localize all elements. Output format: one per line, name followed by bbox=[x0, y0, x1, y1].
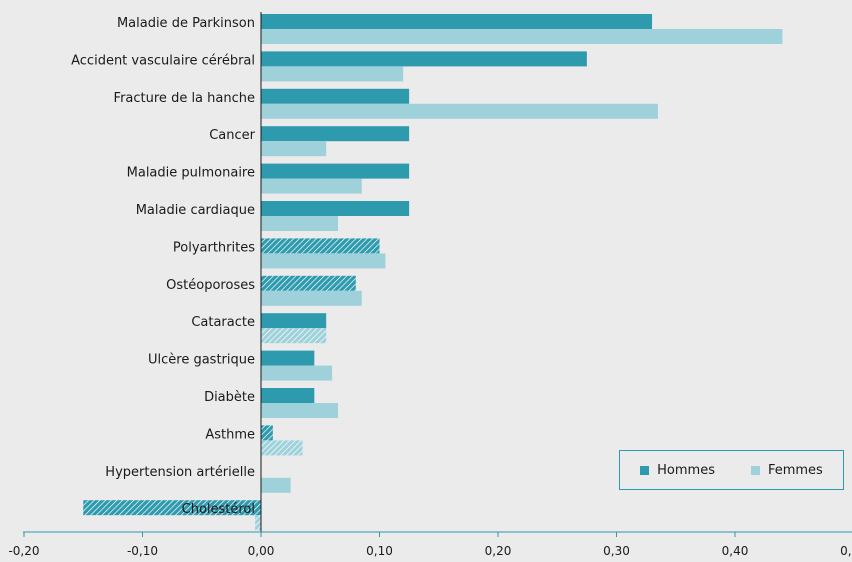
bar-femmes-hypertension-arterielle bbox=[261, 477, 291, 493]
bar-femmes-cancer bbox=[261, 141, 327, 157]
category-label-ulcere-gastrique: Ulcère gastrique bbox=[148, 353, 255, 368]
bar-hommes-fracture-de-la-hanche bbox=[261, 88, 410, 104]
legend: Hommes Femmes bbox=[619, 450, 844, 490]
bar-hommes-asthme bbox=[261, 425, 273, 441]
bar-hommes-cholesterol bbox=[83, 500, 261, 516]
bars-group bbox=[83, 14, 783, 531]
x-tick-label: -0,20 bbox=[8, 544, 39, 558]
x-tick-label: 0,40 bbox=[722, 544, 749, 558]
bar-hommes-maladie-cardiaque bbox=[261, 201, 410, 216]
category-label-cholesterol: Cholestérol bbox=[182, 502, 255, 517]
x-tick-label: 0,00 bbox=[248, 544, 275, 558]
x-tick-label: 0,30 bbox=[603, 544, 630, 558]
legend-item-femmes: Femmes bbox=[750, 462, 823, 478]
category-label-cancer: Cancer bbox=[209, 128, 255, 143]
bar-hommes-maladie-de-parkinson bbox=[261, 14, 653, 29]
category-label-polyarthrites: Polyarthrites bbox=[173, 240, 255, 255]
legend-item-hommes: Hommes bbox=[640, 463, 715, 478]
x-axis: -0,20 -0,10 0,00 0,10 0,20 0,30 0,40 0,50 bbox=[8, 12, 852, 558]
category-label-osteoporoses: Ostéoporoses bbox=[166, 278, 255, 293]
category-label-diabete: Diabète bbox=[204, 390, 255, 405]
category-labels: Maladie de Parkinson Accident vasculaire … bbox=[71, 16, 256, 517]
x-tick-label: 0,10 bbox=[366, 544, 393, 558]
bar-femmes-polyarthrites bbox=[261, 253, 386, 269]
bar-femmes-asthme bbox=[261, 440, 303, 456]
bar-femmes-maladie-pulmonaire bbox=[261, 178, 362, 194]
legend-label-hommes: Hommes bbox=[657, 462, 715, 478]
bar-femmes-ulcere-gastrique bbox=[261, 365, 333, 381]
category-label-accident-vasculaire-cerebral: Accident vasculaire cérébral bbox=[71, 53, 255, 68]
category-label-fracture-de-la-hanche: Fracture de la hanche bbox=[114, 91, 255, 106]
category-label-maladie-de-parkinson: Maladie de Parkinson bbox=[117, 16, 255, 31]
bar-femmes-maladie-cardiaque bbox=[261, 216, 339, 231]
legend-swatch-femmes bbox=[750, 465, 760, 475]
bar-hommes-ulcere-gastrique bbox=[261, 350, 315, 366]
bar-femmes-maladie-de-parkinson bbox=[261, 29, 783, 44]
bar-femmes-accident-vasculaire-cerebral bbox=[261, 66, 404, 82]
bar-femmes-cholesterol bbox=[255, 515, 261, 531]
x-tick-label: 0,20 bbox=[485, 544, 512, 558]
bar-hommes-diabete bbox=[261, 388, 315, 403]
x-tick-label: 0,50 bbox=[840, 544, 852, 558]
legend-label-femmes: Femmes bbox=[767, 462, 823, 478]
bar-hommes-polyarthrites bbox=[261, 238, 380, 254]
category-label-cataracte: Cataracte bbox=[191, 315, 255, 330]
bar-femmes-diabete bbox=[261, 403, 339, 418]
category-label-asthme: Asthme bbox=[205, 427, 255, 442]
category-label-maladie-pulmonaire: Maladie pulmonaire bbox=[127, 166, 255, 181]
x-tick-label: -0,10 bbox=[127, 544, 158, 558]
category-label-maladie-cardiaque: Maladie cardiaque bbox=[136, 203, 255, 218]
bar-femmes-fracture-de-la-hanche bbox=[261, 103, 658, 119]
bar-hommes-maladie-pulmonaire bbox=[261, 163, 410, 179]
bar-femmes-osteoporoses bbox=[261, 290, 362, 306]
bar-femmes-cataracte bbox=[261, 328, 327, 344]
bar-hommes-cancer bbox=[261, 126, 410, 142]
legend-swatch-hommes bbox=[640, 465, 650, 475]
bar-hommes-osteoporoses bbox=[261, 275, 356, 291]
category-label-hypertension-arterielle: Hypertension artérielle bbox=[105, 465, 255, 480]
bar-hommes-accident-vasculaire-cerebral bbox=[261, 51, 587, 67]
bar-hommes-cataracte bbox=[261, 313, 327, 329]
